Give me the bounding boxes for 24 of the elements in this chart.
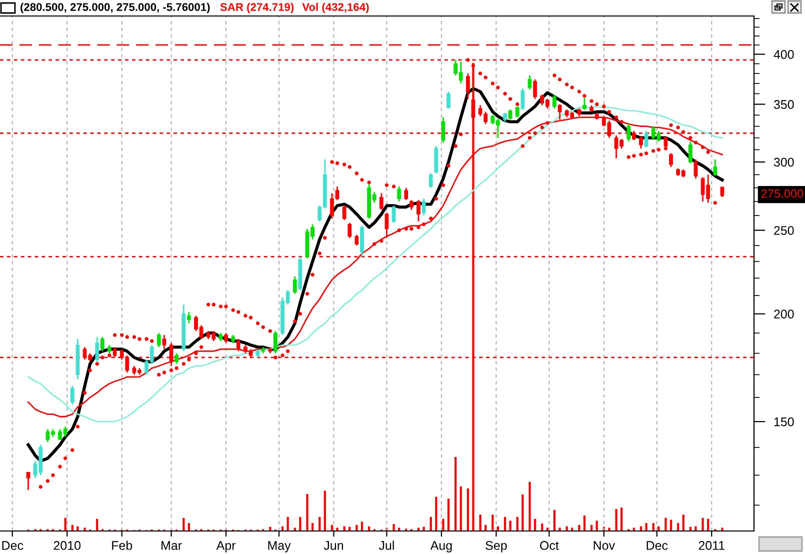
x-tick-label: Aug (430, 541, 452, 552)
y-tick-label: 250 (774, 226, 794, 235)
x-tick-label: Dec (2, 541, 24, 550)
x-tick-label: May (268, 541, 291, 552)
y-tick-label: 350 (774, 100, 794, 109)
x-tick-label: 2011 (698, 541, 724, 550)
y-tick-label: 200 (774, 310, 794, 318)
y-tick-label: 150 (774, 417, 794, 426)
x-tick-label: Mar (162, 541, 182, 550)
x-tick-label: Apr (216, 541, 236, 552)
text: 275.000 (762, 189, 804, 198)
x-tick-label: Jul (378, 540, 394, 550)
text: Vol (432,164) (302, 2, 369, 14)
x-tick-label: Dec (646, 541, 668, 550)
x-tick-label: Nov (594, 541, 615, 550)
x-tick-label: 2010 (54, 541, 81, 550)
x-tick-label: Sep (486, 541, 507, 552)
text: SAR (274.719) (220, 2, 294, 14)
y-tick-label: 300 (774, 158, 794, 167)
y-tick-label: 400 (774, 50, 794, 59)
x-tick-label: Feb (112, 540, 132, 550)
x-tick-label: Jun (324, 541, 344, 550)
x-tick-label: Oct (540, 541, 559, 550)
chart-title: (280.500, 275.000, 275.000, -5.76001) (20, 2, 210, 14)
